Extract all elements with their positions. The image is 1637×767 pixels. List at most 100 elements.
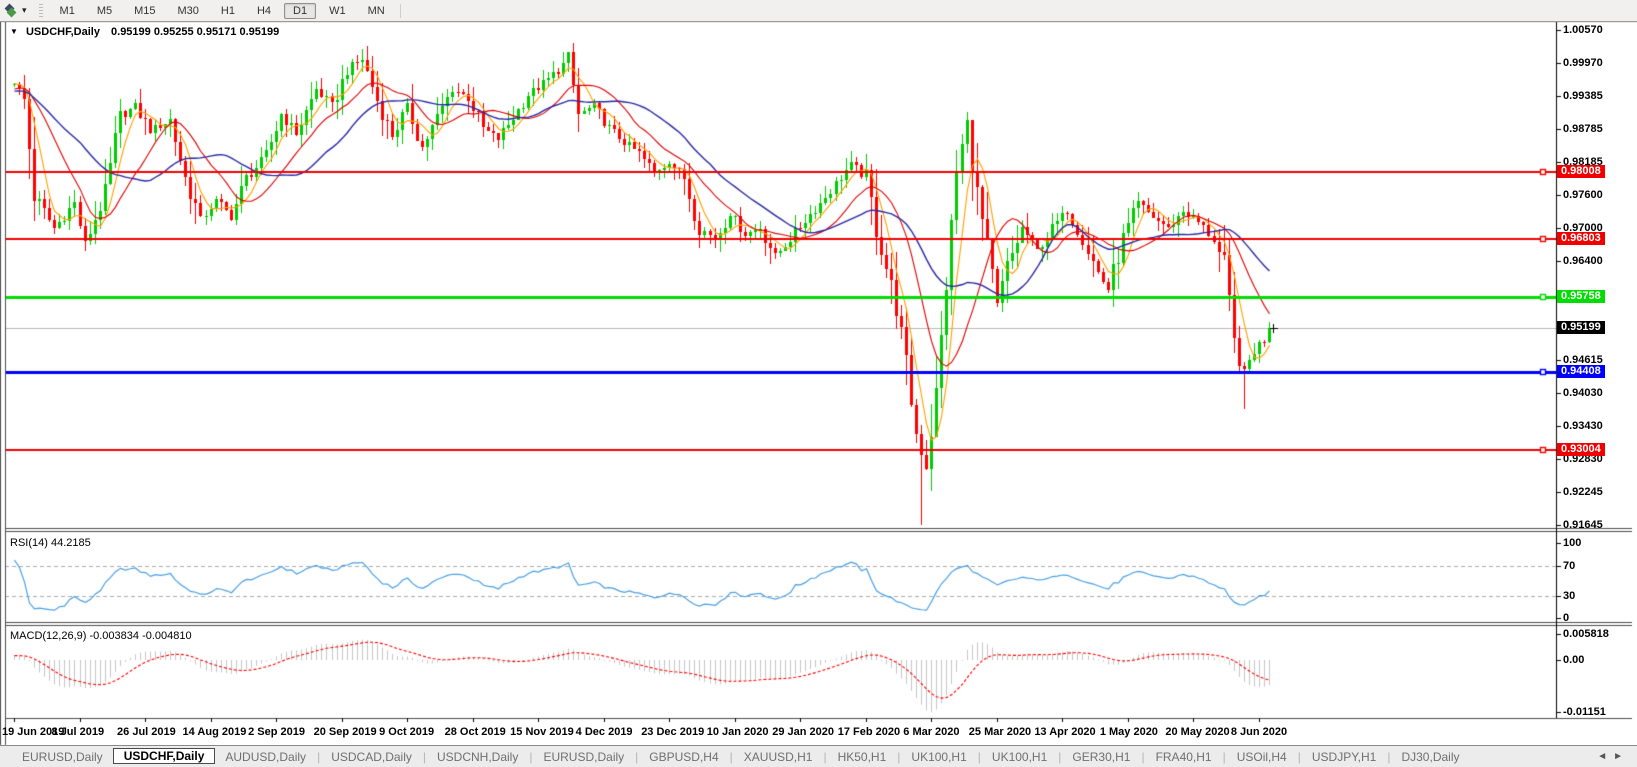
timeframe-toolbar: ▾ M1 M5 M15 M30 H1 H4 D1 W1 MN <box>0 0 1637 22</box>
timeframe-button-m15[interactable]: M15 <box>134 4 156 17</box>
price-tick-label: 0.97600 <box>1563 188 1603 201</box>
rsi-indicator-label: RSI(14) 44.2185 <box>10 537 91 549</box>
chart-tab-usdcad-daily[interactable]: USDCAD,Daily <box>331 749 412 764</box>
rsi-tick-label: 30 <box>1563 589 1576 602</box>
chart-title[interactable]: ▼ USDCHF,Daily 0.95199 0.95255 0.95171 0… <box>10 26 279 38</box>
price-tick-label: 0.99970 <box>1563 57 1603 70</box>
tab-separator: | <box>1297 749 1301 764</box>
chart-tab-eurusd-daily[interactable]: EURUSD,Daily <box>22 749 103 764</box>
price-tick-label: 0.98785 <box>1563 123 1603 135</box>
date-tick-label: 28 Oct 2019 <box>444 726 506 738</box>
price-tick-label: 0.99385 <box>1563 89 1603 102</box>
price-line-tag: 0.95758 <box>1557 289 1605 303</box>
tab-scroll-right-icon[interactable]: ► <box>1613 751 1629 762</box>
price-line-tag: 0.95199 <box>1557 320 1605 334</box>
tab-separator: | <box>729 749 733 764</box>
date-tick-label: 13 Apr 2020 <box>1034 726 1096 738</box>
price-line-tag: 0.96803 <box>1557 231 1605 245</box>
macd-tick-label: 0.00 <box>1563 654 1585 666</box>
timeframe-button-m5[interactable]: M5 <box>96 4 113 17</box>
date-tick-label: 4 Dec 2019 <box>575 726 633 738</box>
chart-menu-arrow-icon[interactable]: ▼ <box>10 27 18 36</box>
chart-tabs: EURUSD,Daily USDCHF,Daily AUDUSD,Daily | USD… <box>12 748 1470 765</box>
date-tick-label: 6 Mar 2020 <box>903 726 960 738</box>
date-tick-label: 2 Sep 2019 <box>248 726 305 738</box>
date-tick-label: 29 Jan 2020 <box>772 726 835 738</box>
chart-tab-xauusd-h1[interactable]: XAUUSD,H1 <box>743 749 813 764</box>
price-tick-label: 0.92245 <box>1563 485 1603 498</box>
tab-separator: | <box>1222 749 1226 764</box>
date-tick-label: 19 Jun 2019 <box>2 726 65 738</box>
chart-tab-usdcnh-daily[interactable]: USDCNH,Daily <box>437 749 519 764</box>
date-tick-label: 26 Jul 2019 <box>117 726 176 738</box>
timeframe-button-m30[interactable]: M30 <box>177 4 199 17</box>
price-tick-label: 1.00570 <box>1563 24 1603 36</box>
chart-tab-gbpusd-h4[interactable]: GBPUSD,H4 <box>649 749 719 764</box>
tab-separator: | <box>422 749 426 764</box>
chart-profile-button[interactable]: ▾ <box>0 1 33 21</box>
chart-tab-fra40-h1[interactable]: FRA40,H1 <box>1155 749 1212 764</box>
tab-separator: | <box>1058 749 1062 764</box>
tab-scroll-left-icon[interactable]: ◄ <box>1597 751 1614 762</box>
date-tick-label: 8 Jul 2019 <box>51 726 105 738</box>
tab-separator: | <box>823 749 827 764</box>
price-line-tag: 0.98008 <box>1557 165 1605 179</box>
price-tick-label: 0.92830 <box>1563 453 1603 466</box>
date-tick-label: 20 Sep 2019 <box>313 726 377 738</box>
timeframe-button-mn[interactable]: MN <box>367 4 385 17</box>
symbol-period-label: USDCHF,Daily <box>25 26 100 38</box>
tab-separator: | <box>317 749 321 764</box>
chart-tab-bar: EURUSD,Daily USDCHF,Daily AUDUSD,Daily | USD… <box>0 745 1637 767</box>
dropdown-arrow-icon[interactable]: ▾ <box>22 5 27 15</box>
tab-separator: | <box>977 749 981 764</box>
tab-separator: | <box>897 749 901 764</box>
chart-tab-uk100-h1[interactable]: UK100,H1 <box>911 749 967 764</box>
date-tick-label: 8 Jun 2020 <box>1230 726 1288 738</box>
rsi-tick-label: 70 <box>1563 559 1576 572</box>
chart-tab-usoil-h4[interactable]: USOil,H4 <box>1236 749 1287 764</box>
chart-tab-uk100-h1[interactable]: UK100,H1 <box>991 749 1048 764</box>
timeframe-button-h1[interactable]: H1 <box>220 4 235 17</box>
timeframe-button-w1[interactable]: W1 <box>329 4 346 17</box>
price-tick-label: 0.94030 <box>1563 386 1603 399</box>
date-tick-label: 9 Oct 2019 <box>379 726 435 738</box>
chart-tab-audusd-daily[interactable]: AUDUSD,Daily <box>225 749 307 764</box>
chart-tab-eurusd-daily[interactable]: EURUSD,Daily <box>543 749 625 764</box>
date-tick-label: 25 Mar 2020 <box>968 726 1032 738</box>
timeframe-buttons: M1 M5 M15 M30 H1 H4 D1 W1 MN <box>49 2 396 19</box>
price-tick-label: 0.96400 <box>1563 255 1603 268</box>
timeframe-button-m1[interactable]: M1 <box>59 4 75 17</box>
timeframe-button-d1[interactable]: D1 <box>284 2 317 19</box>
tab-scroll-arrows[interactable]: ◄► <box>1597 751 1629 762</box>
date-tick-label: 14 Aug 2019 <box>182 726 247 738</box>
date-tick-label: 20 May 2020 <box>1165 726 1230 738</box>
price-tick-label: 0.94615 <box>1563 354 1603 367</box>
toolbar-separator <box>399 3 401 18</box>
price-line-tag: 0.94408 <box>1557 364 1605 378</box>
date-tick-label: 10 Jan 2020 <box>706 726 769 738</box>
toolbar-grip-handle[interactable] <box>38 3 43 18</box>
chart-tab-hk50-h1[interactable]: HK50,H1 <box>837 749 887 764</box>
date-tick-label: 15 Nov 2019 <box>510 726 574 738</box>
rsi-tick-label: 100 <box>1563 537 1582 549</box>
macd-tick-label: 0.005818 <box>1563 627 1609 640</box>
date-tick-label: 17 Feb 2020 <box>837 726 901 738</box>
tab-separator: | <box>1141 749 1145 764</box>
price-tick-label: 0.91645 <box>1563 519 1603 531</box>
chart-tab-usdjpy-h1[interactable]: USDJPY,H1 <box>1311 749 1377 764</box>
price-tick-label: 0.97000 <box>1563 222 1603 234</box>
ohlc-values: 0.95199 0.95255 0.95171 0.95199 <box>111 26 280 38</box>
timeframe-button-h4[interactable]: H4 <box>256 4 272 17</box>
chart-tab-usdchf-daily[interactable]: USDCHF,Daily <box>112 748 216 764</box>
macd-tick-label: -0.01151 <box>1563 706 1606 719</box>
chart-tab-ger30-h1[interactable]: GER30,H1 <box>1072 749 1131 764</box>
tab-separator: | <box>635 749 639 764</box>
chart-tab-dj30-daily[interactable]: DJ30,Daily <box>1401 749 1460 764</box>
price-tick-label: 0.93430 <box>1563 420 1603 432</box>
date-tick-label: 23 Dec 2019 <box>641 726 705 738</box>
tab-separator: | <box>529 749 533 764</box>
price-line-tag: 0.93004 <box>1557 442 1605 456</box>
macd-indicator-label: MACD(12,26,9) -0.003834 -0.004810 <box>10 630 192 642</box>
date-tick-label: 1 May 2020 <box>1099 726 1158 738</box>
